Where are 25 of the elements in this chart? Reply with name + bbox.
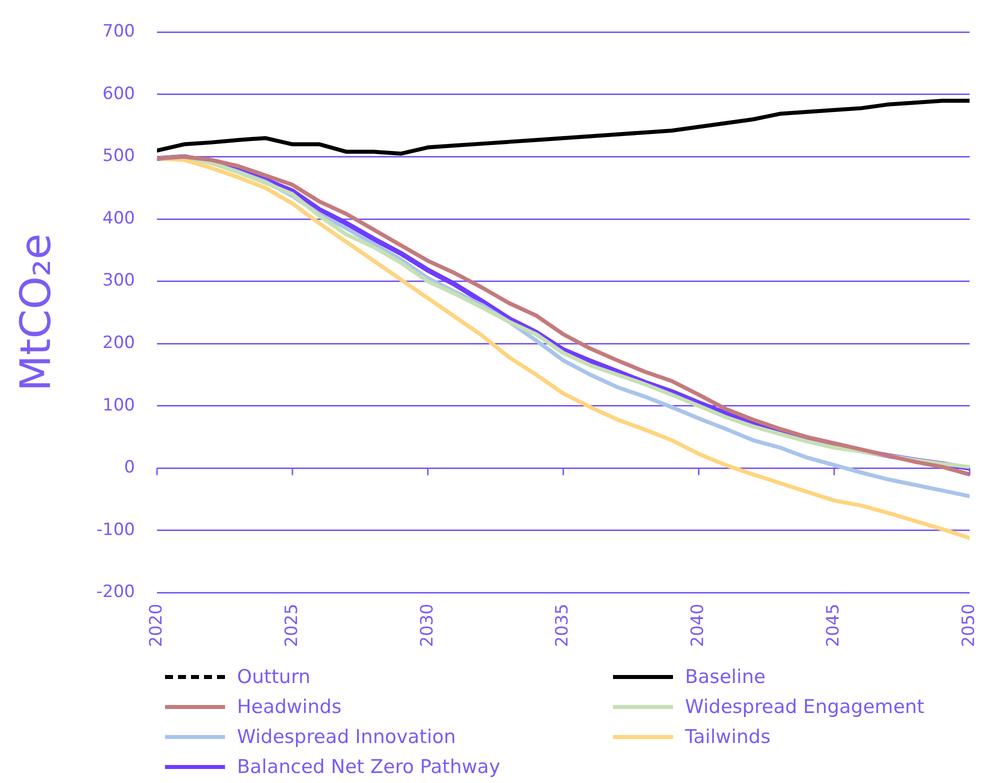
legend-label: Balanced Net Zero Pathway (237, 756, 500, 778)
y-tick-label: 400 (102, 208, 135, 228)
legend-label: Headwinds (237, 696, 342, 718)
x-tick-label: 2035 (552, 604, 573, 647)
y-tick-label: 300 (102, 270, 135, 291)
x-tick-label: 2050 (959, 604, 980, 647)
legend-label: Widespread Engagement (685, 696, 924, 718)
legend-label: Tailwinds (685, 726, 770, 748)
y-tick-label: 0 (124, 458, 135, 478)
y-tick-label: 100 (102, 395, 135, 416)
y-tick-label: 700 (102, 22, 135, 42)
x-tick-label: 2045 (824, 604, 844, 647)
y-tick-label: 600 (102, 84, 135, 104)
y-axis-title: MtCO₂e (11, 234, 60, 392)
y-tick-label: 500 (102, 146, 135, 166)
y-tick-label: -100 (96, 520, 135, 540)
legend-label: Outturn (237, 666, 310, 688)
x-tick-label: 2030 (417, 604, 438, 647)
legend-label: Widespread Innovation (237, 726, 456, 748)
x-tick-label: 2040 (688, 604, 708, 647)
y-tick-label: 200 (102, 333, 135, 354)
legend-label: Baseline (685, 666, 766, 688)
x-tick-label: 2020 (146, 604, 166, 647)
y-tick-label: -200 (96, 582, 135, 602)
x-tick-label: 2025 (282, 604, 302, 647)
